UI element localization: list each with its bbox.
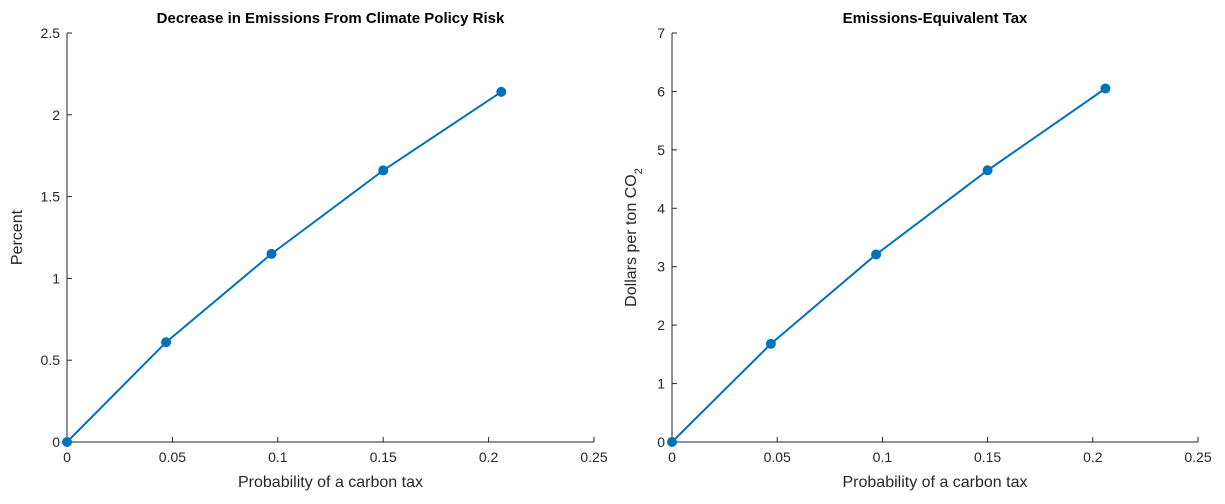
data-point	[378, 165, 389, 176]
y-tick-label: 6	[657, 83, 665, 99]
y-axis-label: Dollars per ton CO2	[623, 168, 645, 307]
y-tick-label: 4	[657, 200, 665, 216]
x-tick-label: 0.05	[764, 449, 791, 465]
series-line	[671, 87, 1106, 443]
data-point	[982, 165, 993, 176]
data-point	[871, 249, 882, 260]
y-tick-label: 1	[52, 270, 60, 286]
y-tick-label: 1	[657, 376, 665, 392]
y-tick-label: 0.5	[41, 352, 61, 368]
x-tick-label: 0.1	[268, 449, 288, 465]
y-tick-label: 2	[657, 317, 665, 333]
series-line	[66, 91, 502, 443]
y-tick-label: 2.5	[41, 25, 61, 41]
y-tick-label: 2	[52, 107, 60, 123]
y-tick-label: 0	[657, 434, 665, 450]
chart-title: Emissions-Equivalent Tax	[843, 10, 1028, 27]
data-point	[161, 337, 172, 348]
x-tick-label: 0.25	[1184, 449, 1211, 465]
x-axis-label: Probability of a carbon tax	[843, 474, 1028, 491]
x-axis-label: Probability of a carbon tax	[238, 474, 423, 491]
x-tick-label: 0.15	[974, 449, 1001, 465]
x-tick-label: 0.05	[159, 449, 186, 465]
emissions-decrease-chart: 0 0.05 0.1 0.15 0.2 0.25 0 0.5 1 1.5 2 2.5 Decrease …	[9, 10, 608, 491]
data-point	[667, 437, 677, 447]
data-point	[1100, 83, 1111, 94]
data-point	[496, 86, 507, 97]
data-point	[62, 437, 72, 447]
y-tick-label: 3	[657, 259, 665, 275]
x-tick-label: 0.25	[580, 449, 607, 465]
x-tick-label: 0	[668, 449, 676, 465]
x-tick-label: 0	[63, 449, 71, 465]
y-axis-label-subscript: 2	[633, 168, 645, 174]
y-tick-label: 1.5	[41, 189, 61, 205]
data-point	[765, 338, 776, 349]
x-tick-label: 0.2	[479, 449, 499, 465]
y-axis-label: Percent	[9, 209, 26, 265]
y-tick-label: 7	[657, 25, 665, 41]
x-tick-label: 0.15	[370, 449, 397, 465]
emissions-equivalent-tax-chart: 0 0.05 0.1 0.15 0.2 0.25 0 1 2 3 4 5 6 7 Emissions-Equ…	[623, 10, 1212, 491]
y-tick-label: 5	[657, 142, 665, 158]
x-tick-label: 0.2	[1083, 449, 1103, 465]
y-tick-label: 0	[52, 434, 60, 450]
data-point	[266, 248, 277, 259]
x-tick-label: 0.1	[873, 449, 893, 465]
chart-title: Decrease in Emissions From Climate Polic…	[157, 10, 505, 27]
